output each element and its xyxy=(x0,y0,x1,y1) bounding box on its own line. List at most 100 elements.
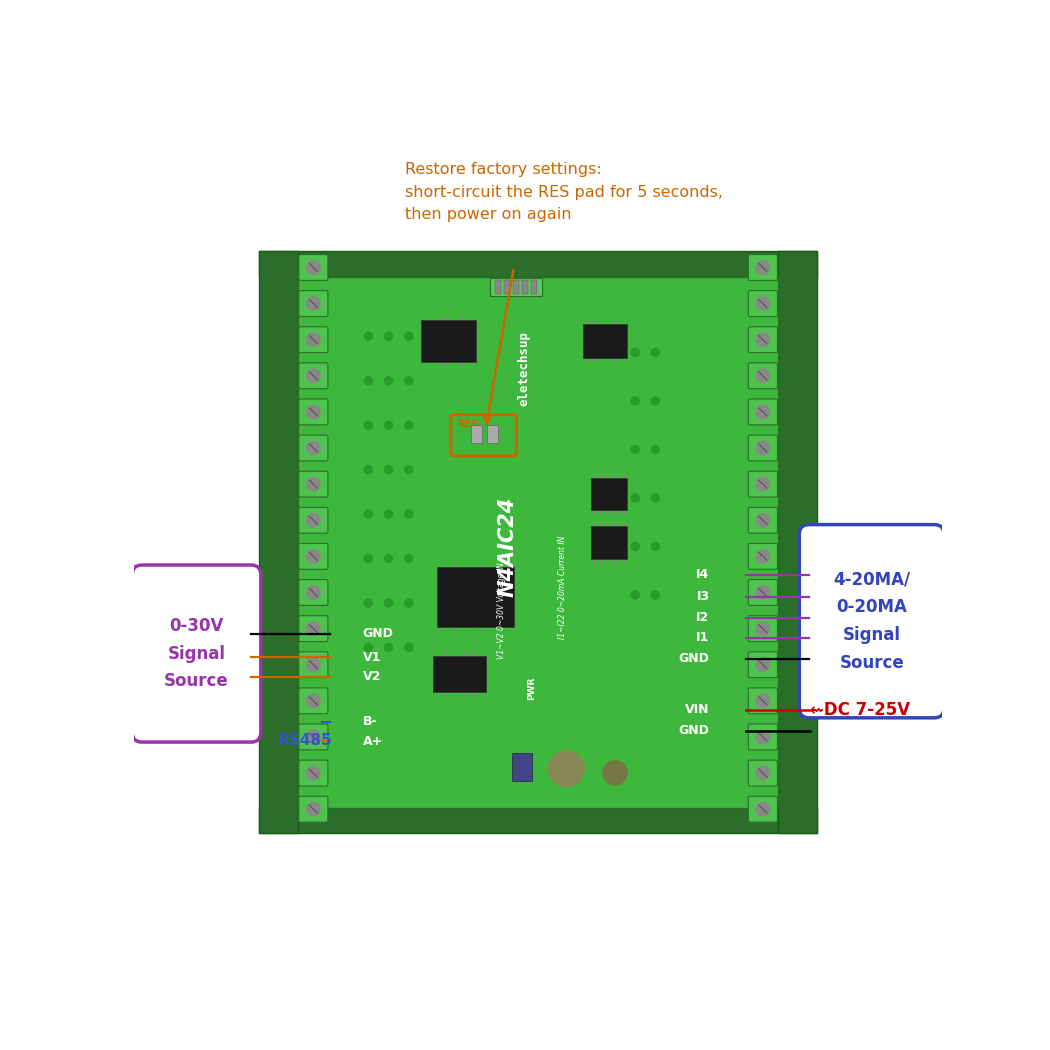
FancyBboxPatch shape xyxy=(299,615,328,642)
Circle shape xyxy=(364,332,373,340)
Circle shape xyxy=(631,494,639,502)
FancyBboxPatch shape xyxy=(778,251,817,834)
Text: ⇜DC 7-25V: ⇜DC 7-25V xyxy=(810,700,910,719)
Text: I2: I2 xyxy=(696,611,710,624)
FancyBboxPatch shape xyxy=(496,279,501,294)
FancyBboxPatch shape xyxy=(749,580,777,606)
Text: V1: V1 xyxy=(362,651,381,664)
Circle shape xyxy=(756,333,770,347)
Circle shape xyxy=(603,760,627,785)
Circle shape xyxy=(756,766,770,780)
Circle shape xyxy=(549,751,584,786)
Circle shape xyxy=(756,369,770,382)
FancyBboxPatch shape xyxy=(259,807,817,834)
Circle shape xyxy=(756,730,770,743)
Text: 0-30V
Signal
Source: 0-30V Signal Source xyxy=(164,616,229,690)
Circle shape xyxy=(404,510,413,518)
Circle shape xyxy=(404,421,413,429)
FancyBboxPatch shape xyxy=(299,796,328,822)
Text: I4: I4 xyxy=(696,568,710,582)
FancyBboxPatch shape xyxy=(749,760,777,786)
FancyBboxPatch shape xyxy=(299,688,328,714)
Circle shape xyxy=(364,554,373,563)
FancyBboxPatch shape xyxy=(749,435,777,461)
Text: N4AIC24: N4AIC24 xyxy=(498,497,518,596)
Circle shape xyxy=(307,333,320,347)
Circle shape xyxy=(651,349,659,356)
Text: RS485: RS485 xyxy=(278,733,333,748)
FancyBboxPatch shape xyxy=(299,291,328,316)
Circle shape xyxy=(631,397,639,405)
Circle shape xyxy=(307,297,320,311)
Circle shape xyxy=(307,730,320,743)
Circle shape xyxy=(307,586,320,600)
FancyBboxPatch shape xyxy=(749,688,777,714)
Circle shape xyxy=(631,445,639,454)
FancyBboxPatch shape xyxy=(749,724,777,750)
Text: A+: A+ xyxy=(362,735,383,748)
Circle shape xyxy=(756,478,770,491)
Circle shape xyxy=(404,554,413,563)
FancyBboxPatch shape xyxy=(299,327,328,353)
Circle shape xyxy=(756,694,770,708)
Text: I3: I3 xyxy=(696,590,710,603)
Circle shape xyxy=(404,598,413,607)
FancyBboxPatch shape xyxy=(583,324,627,358)
FancyBboxPatch shape xyxy=(749,471,777,497)
Circle shape xyxy=(404,332,413,340)
Circle shape xyxy=(384,598,393,607)
Circle shape xyxy=(756,658,770,672)
FancyBboxPatch shape xyxy=(522,279,527,294)
Text: I1~I22 0~20mA Current IN: I1~I22 0~20mA Current IN xyxy=(558,536,567,638)
Circle shape xyxy=(384,554,393,563)
FancyBboxPatch shape xyxy=(132,565,260,742)
FancyBboxPatch shape xyxy=(487,425,498,443)
Circle shape xyxy=(756,297,770,311)
FancyBboxPatch shape xyxy=(749,507,777,533)
FancyBboxPatch shape xyxy=(749,652,777,677)
Text: RES: RES xyxy=(458,419,479,428)
FancyBboxPatch shape xyxy=(299,544,328,569)
Circle shape xyxy=(651,591,659,598)
Text: Restore factory settings:
short-circuit the RES pad for 5 seconds,
then power on: Restore factory settings: short-circuit … xyxy=(404,163,722,222)
FancyBboxPatch shape xyxy=(471,425,482,443)
FancyBboxPatch shape xyxy=(531,279,537,294)
Circle shape xyxy=(384,510,393,518)
FancyBboxPatch shape xyxy=(299,471,328,497)
Circle shape xyxy=(756,260,770,274)
Circle shape xyxy=(631,591,639,598)
FancyBboxPatch shape xyxy=(298,277,778,807)
Circle shape xyxy=(384,332,393,340)
FancyBboxPatch shape xyxy=(504,279,510,294)
Circle shape xyxy=(307,260,320,274)
Circle shape xyxy=(307,622,320,635)
FancyBboxPatch shape xyxy=(299,435,328,461)
Circle shape xyxy=(307,549,320,563)
Text: VIN: VIN xyxy=(685,704,710,716)
Circle shape xyxy=(364,421,373,429)
Circle shape xyxy=(404,377,413,384)
Circle shape xyxy=(384,465,393,474)
Circle shape xyxy=(631,349,639,356)
Text: I1: I1 xyxy=(696,631,710,645)
FancyBboxPatch shape xyxy=(749,796,777,822)
Circle shape xyxy=(756,513,770,527)
FancyBboxPatch shape xyxy=(421,320,476,362)
Text: B-: B- xyxy=(362,715,377,729)
Circle shape xyxy=(756,405,770,419)
Text: 4-20MA/
0-20MA
Signal
Source: 4-20MA/ 0-20MA Signal Source xyxy=(833,570,910,672)
Text: GND: GND xyxy=(678,724,710,737)
Circle shape xyxy=(756,802,770,816)
Circle shape xyxy=(307,513,320,527)
Text: GND: GND xyxy=(362,627,394,640)
Circle shape xyxy=(307,441,320,455)
FancyBboxPatch shape xyxy=(749,327,777,353)
Circle shape xyxy=(307,658,320,672)
FancyBboxPatch shape xyxy=(433,655,485,692)
Circle shape xyxy=(307,478,320,491)
Circle shape xyxy=(756,586,770,600)
Circle shape xyxy=(756,441,770,455)
FancyBboxPatch shape xyxy=(591,478,627,510)
Text: PWR: PWR xyxy=(527,676,537,699)
Circle shape xyxy=(384,421,393,429)
